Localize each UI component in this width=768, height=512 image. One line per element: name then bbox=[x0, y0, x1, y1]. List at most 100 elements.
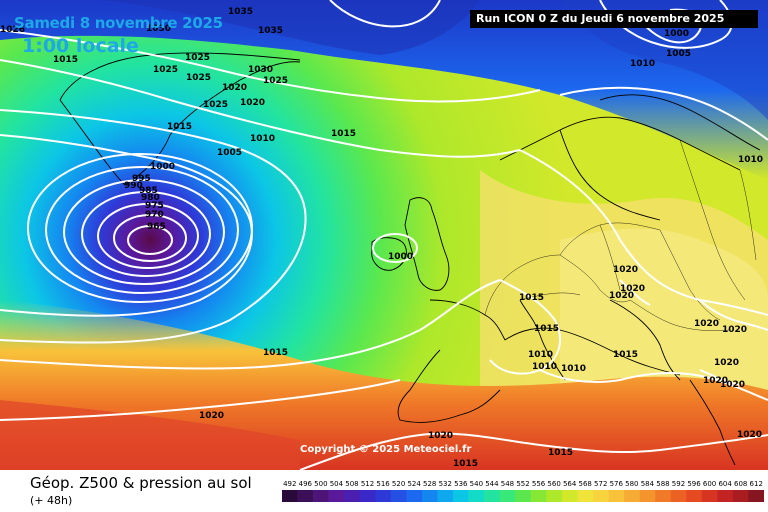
colorbar-tick: 548 bbox=[500, 480, 515, 488]
legend-footer: Géop. Z500 & pression au sol (+ 48h) 492… bbox=[0, 470, 768, 512]
colorbar-swatch bbox=[639, 490, 656, 502]
colorbar-tick: 604 bbox=[718, 480, 732, 488]
colorbar-tick: 588 bbox=[656, 480, 670, 488]
pressure-label: 1035 bbox=[258, 26, 283, 36]
pressure-label: 1020 bbox=[613, 265, 638, 275]
colorbar-swatch bbox=[577, 490, 594, 502]
colorbar-tick: 524 bbox=[407, 480, 421, 488]
colorbar-tick: 572 bbox=[594, 480, 608, 488]
colorbar-swatch bbox=[670, 490, 687, 502]
pressure-label: 975 bbox=[145, 201, 164, 211]
colorbar-swatch bbox=[530, 490, 547, 502]
pressure-label: 1026 bbox=[0, 25, 25, 35]
forecast-date: Samedi 8 novembre 2025 bbox=[14, 14, 223, 32]
colorbar-swatch bbox=[453, 490, 469, 502]
pressure-label: 995 bbox=[132, 174, 151, 184]
pressure-label: 1020 bbox=[722, 325, 747, 335]
colorbar-swatch bbox=[421, 490, 438, 502]
parameter-title: Géop. Z500 & pression au sol bbox=[30, 474, 252, 492]
colorbar-swatch bbox=[282, 490, 298, 502]
colorbar-swatch bbox=[748, 490, 764, 502]
pressure-label: 1015 bbox=[534, 324, 559, 334]
colorbar-swatch bbox=[313, 490, 329, 502]
pressure-label: 1015 bbox=[263, 348, 288, 358]
pressure-label: 1025 bbox=[153, 65, 178, 75]
pressure-label: 1025 bbox=[186, 73, 211, 83]
colorbar-tick: 576 bbox=[609, 480, 623, 488]
pressure-label: 1020 bbox=[428, 431, 453, 441]
colorbar-swatch bbox=[717, 490, 734, 502]
colorbar-tick: 580 bbox=[625, 480, 639, 488]
colorbar-tick: 568 bbox=[578, 480, 592, 488]
geopotential-map: 1035 1030 1035 1026 1015 1025 1025 1025 … bbox=[0, 0, 768, 470]
pressure-label: 1000 bbox=[150, 162, 175, 172]
colorbar-swatch bbox=[406, 490, 423, 502]
colorbar-swatch bbox=[484, 490, 500, 502]
pressure-label: 1005 bbox=[666, 49, 691, 59]
colorbar-tick: 500 bbox=[314, 480, 328, 488]
colorbar-swatch bbox=[686, 490, 703, 502]
pressure-label: 1035 bbox=[228, 7, 253, 17]
pressure-label: 1020 bbox=[703, 376, 728, 386]
colorbar-swatch bbox=[592, 490, 609, 502]
colorbar-tick: 496 bbox=[298, 480, 312, 488]
pressure-label: 1015 bbox=[613, 350, 638, 360]
colorbar-tick: 612 bbox=[749, 480, 763, 488]
pressure-label: 1030 bbox=[248, 65, 273, 75]
colorbar-tick: 536 bbox=[454, 480, 468, 488]
colorbar-swatch bbox=[437, 490, 454, 502]
colorbar-tick: 540 bbox=[469, 480, 484, 488]
colorbar-tick: 492 bbox=[283, 480, 297, 488]
colorbar-tick: 592 bbox=[671, 480, 686, 488]
colorbar-tick: 508 bbox=[345, 480, 359, 488]
pressure-label: 1010 bbox=[532, 362, 557, 372]
colorbar-tick: 564 bbox=[562, 480, 577, 488]
colorbar-tick: 552 bbox=[516, 480, 530, 488]
colorbar-swatch bbox=[732, 490, 749, 502]
borders bbox=[484, 139, 757, 332]
colorbar-swatch bbox=[624, 490, 640, 502]
colorbar-tick: 516 bbox=[376, 480, 390, 488]
pressure-label: 985 bbox=[139, 186, 158, 196]
colorbar-swatch bbox=[328, 490, 345, 502]
pressure-label: 1015 bbox=[453, 459, 478, 469]
pressure-label: 1020 bbox=[240, 98, 265, 108]
pressure-labels: 1035 1030 1035 1026 1015 1025 1025 1025 … bbox=[0, 7, 763, 469]
colorbar-tick: 596 bbox=[687, 480, 701, 488]
pressure-label: 1030 bbox=[146, 24, 171, 34]
pressure-label: 980 bbox=[141, 193, 160, 203]
colorbar-swatch bbox=[344, 490, 361, 502]
colorbar-swatch bbox=[515, 490, 532, 502]
pressure-label: 1010 bbox=[561, 364, 586, 374]
colorbar-swatch bbox=[468, 490, 485, 502]
colorbar-swatch bbox=[655, 490, 672, 502]
colorbar-tick: 520 bbox=[391, 480, 406, 488]
pressure-label: 1000 bbox=[664, 29, 689, 39]
colorbar-tick: 584 bbox=[640, 480, 655, 488]
run-info: Run ICON 0 Z du Jeudi 6 novembre 2025 bbox=[470, 10, 758, 28]
pressure-label: 1015 bbox=[331, 129, 356, 139]
colorbar-swatch bbox=[701, 490, 718, 502]
colorbar-swatch bbox=[499, 490, 516, 502]
pressure-label: 1020 bbox=[620, 284, 645, 294]
pressure-label: 1015 bbox=[53, 55, 78, 65]
colorbar-swatch bbox=[359, 490, 376, 502]
pressure-label: 1020 bbox=[694, 319, 719, 329]
colorbar-swatch bbox=[297, 490, 314, 502]
pressure-label: 1000 bbox=[388, 252, 413, 262]
pressure-label: 1025 bbox=[185, 53, 210, 63]
colorbar-tick: 556 bbox=[531, 480, 546, 488]
pressure-label: 1025 bbox=[203, 100, 228, 110]
pressure-label: 970 bbox=[145, 210, 164, 220]
colorbar-swatch bbox=[608, 490, 625, 502]
pressure-label: 1015 bbox=[167, 122, 192, 132]
pressure-label: 1005 bbox=[217, 148, 242, 158]
pressure-label: 965 bbox=[147, 222, 166, 232]
pressure-label: 1010 bbox=[738, 155, 763, 165]
pressure-label: 1020 bbox=[222, 83, 247, 93]
pressure-label: 1020 bbox=[720, 380, 745, 390]
pressure-label: 1010 bbox=[528, 350, 553, 360]
lead-time: (+ 48h) bbox=[30, 494, 73, 507]
copyright-notice: Copyright © 2025 Meteociel.fr bbox=[300, 444, 472, 455]
